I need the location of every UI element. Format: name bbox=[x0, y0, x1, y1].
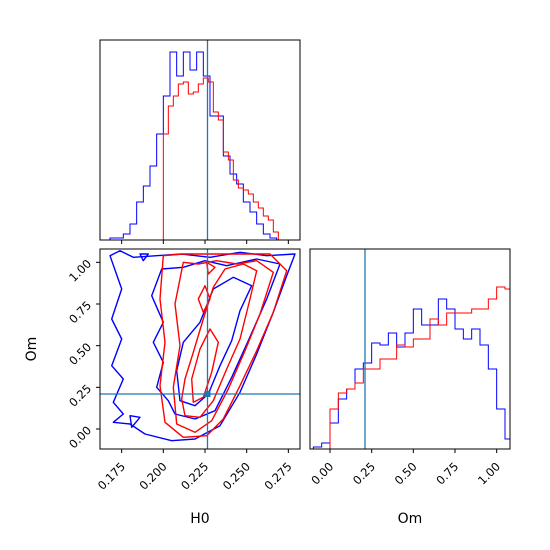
contour-red-level-0 bbox=[159, 253, 288, 438]
x-tick-label: 0.250 bbox=[220, 459, 253, 492]
histogram-red-series bbox=[162, 77, 279, 240]
y-tick-label: 0.00 bbox=[66, 423, 94, 451]
histogram-Om-panel: 0.00 0.25 0.50 0.75 1.00 Om bbox=[308, 248, 511, 527]
contour-blue-level-2 bbox=[176, 276, 253, 407]
y-tick-label: 0.50 bbox=[66, 340, 94, 368]
histogram-red-series bbox=[329, 286, 510, 449]
contour-blue-level-3 bbox=[129, 415, 141, 428]
histogram-blue-series bbox=[109, 51, 278, 240]
y-tick-label: 0.75 bbox=[66, 298, 94, 326]
contour-blue-level-0 bbox=[109, 250, 296, 442]
y-tick-label: 1.00 bbox=[66, 257, 94, 285]
y-axis-label: Om bbox=[24, 337, 40, 362]
histogram-H0-panel bbox=[99, 39, 301, 244]
x-tick-label: 0.75 bbox=[433, 459, 461, 487]
x-tick-label: 0.25 bbox=[350, 459, 378, 487]
x-tick-label: 0.200 bbox=[136, 459, 169, 492]
data-layer bbox=[312, 249, 510, 449]
x-tick-label: 0.275 bbox=[261, 459, 294, 492]
x-axis-label: H0 bbox=[190, 511, 209, 527]
contour-red-level-2 bbox=[181, 263, 258, 418]
y-tick-label: 0.25 bbox=[66, 382, 94, 410]
x-tick-label: 0.175 bbox=[95, 459, 128, 492]
x-axis-label: Om bbox=[398, 511, 423, 527]
data-layer bbox=[100, 249, 300, 449]
histogram-blue-series bbox=[312, 298, 510, 449]
truth-marker bbox=[204, 391, 211, 397]
contour-red-level-1 bbox=[172, 260, 274, 433]
contour-blue-level-4 bbox=[139, 253, 149, 262]
contour-H0-Om-panel: 0.175 0.200 0.225 0.250 0.275 0.00 0.25 0.50 0.7… bbox=[24, 248, 301, 527]
data-layer bbox=[109, 40, 279, 240]
x-tick-label: 0.50 bbox=[392, 459, 420, 487]
x-tick-label: 1.00 bbox=[475, 459, 503, 487]
axes-frame bbox=[99, 248, 301, 450]
contour-red-level-4 bbox=[197, 285, 211, 313]
axes-frame bbox=[99, 39, 301, 241]
x-tick-label: 0.225 bbox=[178, 459, 211, 492]
axes-frame bbox=[309, 248, 511, 450]
x-tick-label: 0.00 bbox=[308, 459, 336, 487]
